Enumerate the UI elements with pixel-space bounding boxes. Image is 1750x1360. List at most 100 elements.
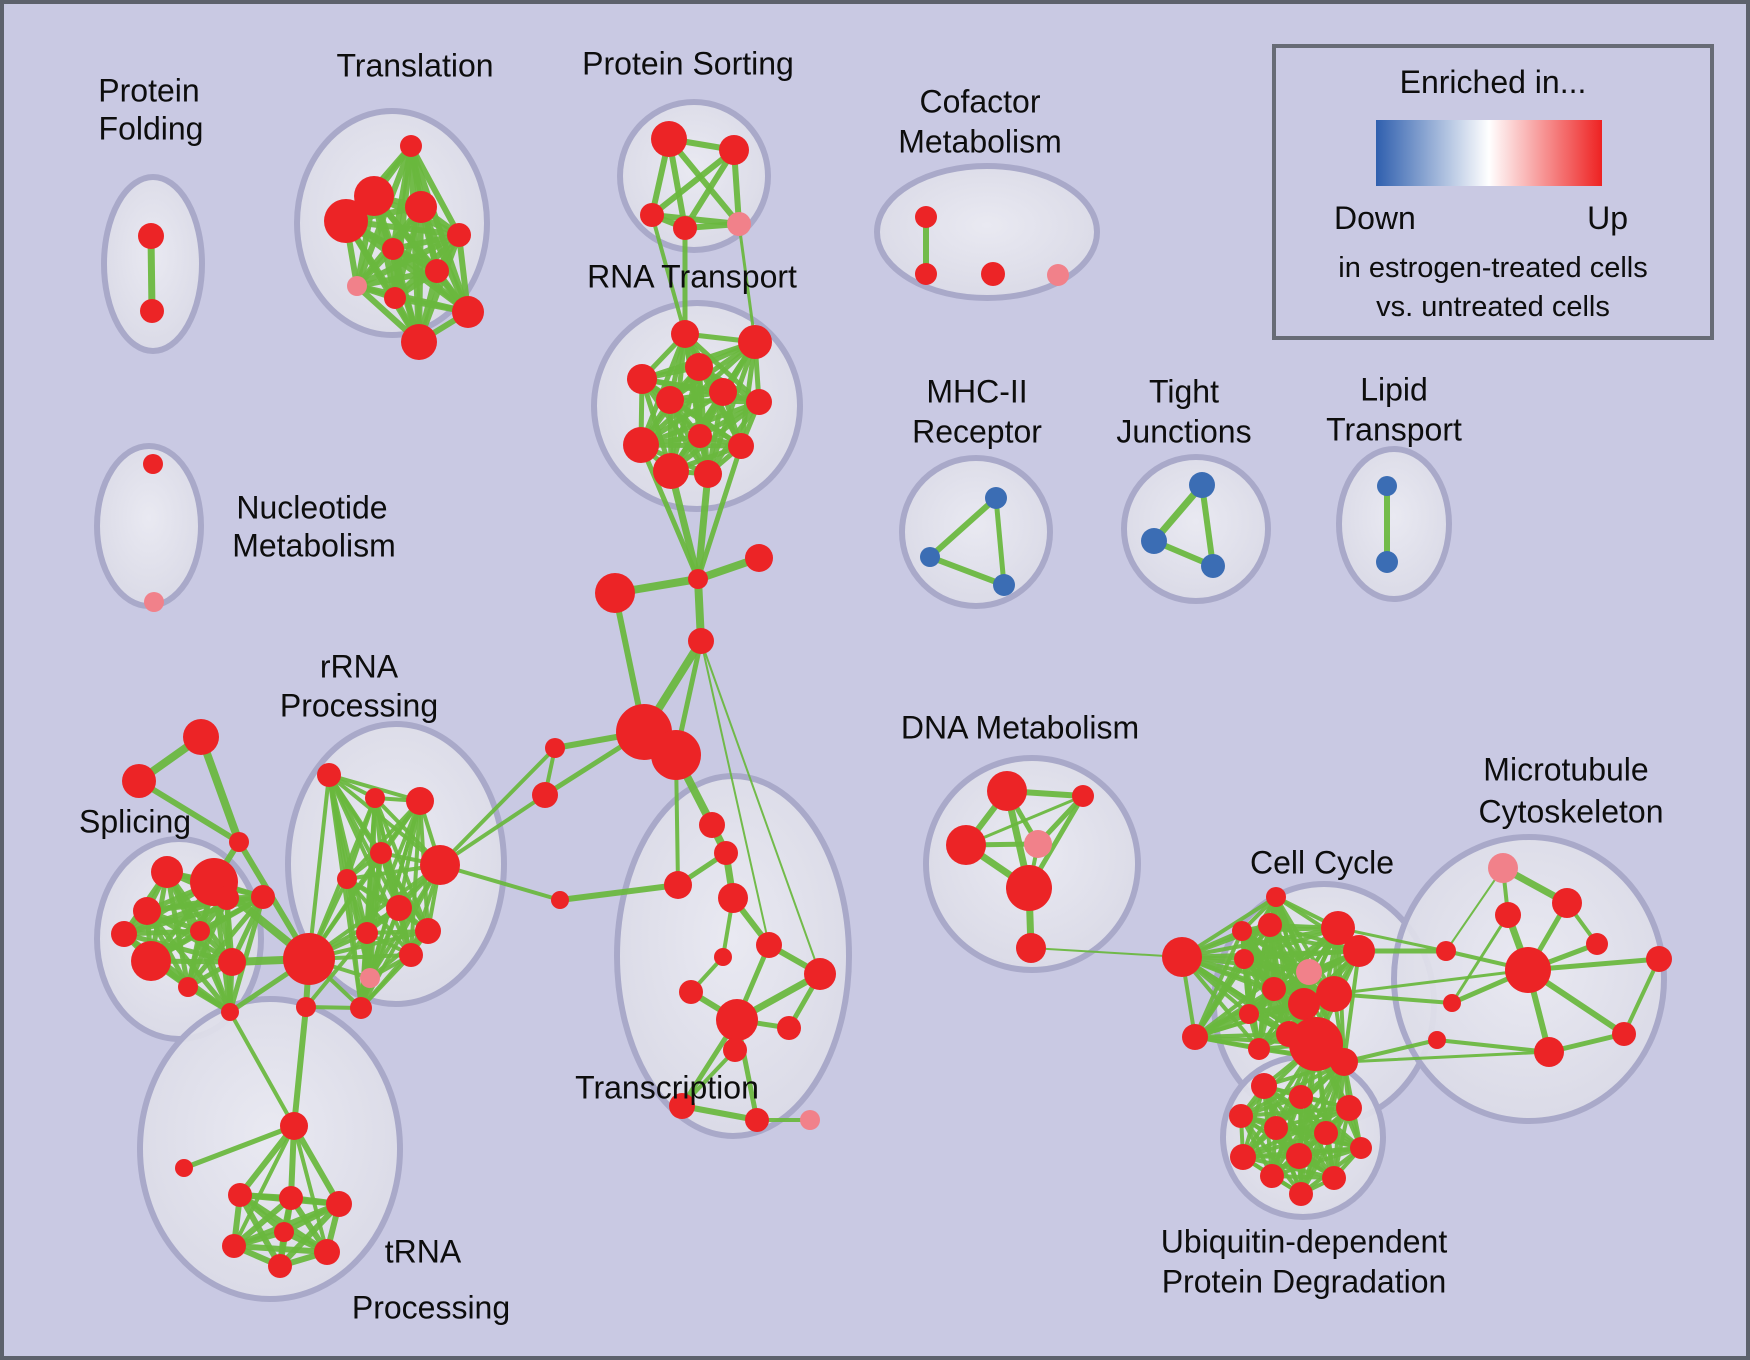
- gene-set-node[interactable]: [623, 427, 659, 463]
- gene-set-node[interactable]: [627, 364, 657, 394]
- gene-set-node[interactable]: [653, 453, 689, 489]
- gene-set-node[interactable]: [131, 941, 171, 981]
- gene-set-node[interactable]: [326, 1191, 352, 1217]
- gene-set-node[interactable]: [268, 1254, 292, 1278]
- gene-set-node[interactable]: [1495, 902, 1521, 928]
- gene-set-node[interactable]: [1286, 1143, 1312, 1169]
- gene-set-node[interactable]: [296, 997, 316, 1017]
- gene-set-node[interactable]: [399, 943, 423, 967]
- gene-set-node[interactable]: [671, 320, 699, 348]
- gene-set-node[interactable]: [133, 897, 161, 925]
- gene-set-node[interactable]: [1234, 949, 1254, 969]
- gene-set-node[interactable]: [218, 948, 246, 976]
- gene-set-node[interactable]: [719, 135, 749, 165]
- gene-set-node[interactable]: [144, 592, 164, 612]
- gene-set-node[interactable]: [1072, 785, 1094, 807]
- gene-set-node[interactable]: [920, 547, 940, 567]
- gene-set-node[interactable]: [985, 487, 1007, 509]
- gene-set-node[interactable]: [1612, 1022, 1636, 1046]
- gene-set-node[interactable]: [317, 763, 341, 787]
- gene-set-node[interactable]: [143, 454, 163, 474]
- gene-set-node[interactable]: [1443, 994, 1461, 1012]
- gene-set-node[interactable]: [714, 948, 732, 966]
- gene-set-node[interactable]: [1289, 1017, 1343, 1071]
- gene-set-node[interactable]: [1314, 1121, 1338, 1145]
- gene-set-node[interactable]: [447, 223, 471, 247]
- gene-set-node[interactable]: [981, 262, 1005, 286]
- gene-set-node[interactable]: [640, 203, 664, 227]
- gene-set-node[interactable]: [1141, 528, 1167, 554]
- gene-set-node[interactable]: [651, 121, 687, 157]
- gene-set-node[interactable]: [688, 569, 708, 589]
- gene-set-node[interactable]: [354, 176, 394, 216]
- gene-set-node[interactable]: [1239, 1004, 1259, 1024]
- gene-set-node[interactable]: [1232, 921, 1252, 941]
- gene-set-node[interactable]: [122, 764, 156, 798]
- gene-set-node[interactable]: [1251, 1073, 1277, 1099]
- gene-set-node[interactable]: [386, 895, 412, 921]
- gene-set-node[interactable]: [804, 958, 836, 990]
- gene-set-node[interactable]: [229, 832, 249, 852]
- gene-set-node[interactable]: [1376, 551, 1398, 573]
- gene-set-node[interactable]: [452, 296, 484, 328]
- gene-set-node[interactable]: [1336, 1095, 1362, 1121]
- gene-set-node[interactable]: [1646, 946, 1672, 972]
- gene-set-node[interactable]: [406, 787, 434, 815]
- gene-set-node[interactable]: [215, 886, 239, 910]
- gene-set-node[interactable]: [1586, 933, 1608, 955]
- gene-set-node[interactable]: [1189, 472, 1215, 498]
- gene-set-node[interactable]: [728, 433, 754, 459]
- gene-set-node[interactable]: [405, 191, 437, 223]
- gene-set-node[interactable]: [415, 918, 441, 944]
- gene-set-node[interactable]: [1343, 935, 1375, 967]
- gene-set-node[interactable]: [738, 325, 772, 359]
- gene-set-node[interactable]: [1162, 937, 1202, 977]
- gene-set-node[interactable]: [714, 841, 738, 865]
- gene-set-node[interactable]: [1229, 1104, 1253, 1128]
- gene-set-node[interactable]: [1505, 947, 1551, 993]
- gene-set-node[interactable]: [716, 999, 758, 1041]
- gene-set-node[interactable]: [1266, 887, 1286, 907]
- gene-set-node[interactable]: [664, 871, 692, 899]
- gene-set-node[interactable]: [694, 460, 722, 488]
- gene-set-node[interactable]: [1289, 1085, 1313, 1109]
- gene-set-node[interactable]: [279, 1186, 303, 1210]
- gene-set-node[interactable]: [651, 730, 701, 780]
- gene-set-node[interactable]: [1024, 830, 1052, 858]
- gene-set-node[interactable]: [756, 932, 782, 958]
- gene-set-node[interactable]: [718, 883, 748, 913]
- gene-set-node[interactable]: [946, 825, 986, 865]
- gene-set-node[interactable]: [1296, 959, 1322, 985]
- gene-set-node[interactable]: [274, 1222, 294, 1242]
- gene-set-node[interactable]: [251, 885, 275, 909]
- gene-set-node[interactable]: [545, 738, 565, 758]
- gene-set-node[interactable]: [746, 389, 772, 415]
- gene-set-node[interactable]: [401, 324, 437, 360]
- gene-set-node[interactable]: [400, 135, 422, 157]
- gene-set-node[interactable]: [1264, 1116, 1288, 1140]
- gene-set-node[interactable]: [727, 212, 751, 236]
- gene-set-node[interactable]: [1262, 977, 1286, 1001]
- gene-set-node[interactable]: [420, 845, 460, 885]
- gene-set-node[interactable]: [800, 1110, 820, 1130]
- gene-set-node[interactable]: [745, 544, 773, 572]
- gene-set-node[interactable]: [1288, 988, 1320, 1020]
- gene-set-node[interactable]: [709, 378, 737, 406]
- gene-set-node[interactable]: [532, 782, 558, 808]
- gene-set-node[interactable]: [356, 922, 378, 944]
- gene-set-node[interactable]: [1182, 1024, 1208, 1050]
- gene-set-node[interactable]: [679, 980, 703, 1004]
- gene-set-node[interactable]: [1316, 976, 1352, 1012]
- gene-set-node[interactable]: [993, 574, 1015, 596]
- gene-set-node[interactable]: [915, 206, 937, 228]
- gene-set-node[interactable]: [347, 276, 367, 296]
- gene-set-node[interactable]: [595, 573, 635, 613]
- gene-set-node[interactable]: [1322, 1166, 1346, 1190]
- gene-set-node[interactable]: [1488, 853, 1518, 883]
- gene-set-node[interactable]: [370, 842, 392, 864]
- gene-set-node[interactable]: [1006, 865, 1052, 911]
- gene-set-node[interactable]: [360, 968, 380, 988]
- gene-set-node[interactable]: [1330, 1048, 1358, 1076]
- gene-set-node[interactable]: [140, 299, 164, 323]
- gene-set-node[interactable]: [551, 891, 569, 909]
